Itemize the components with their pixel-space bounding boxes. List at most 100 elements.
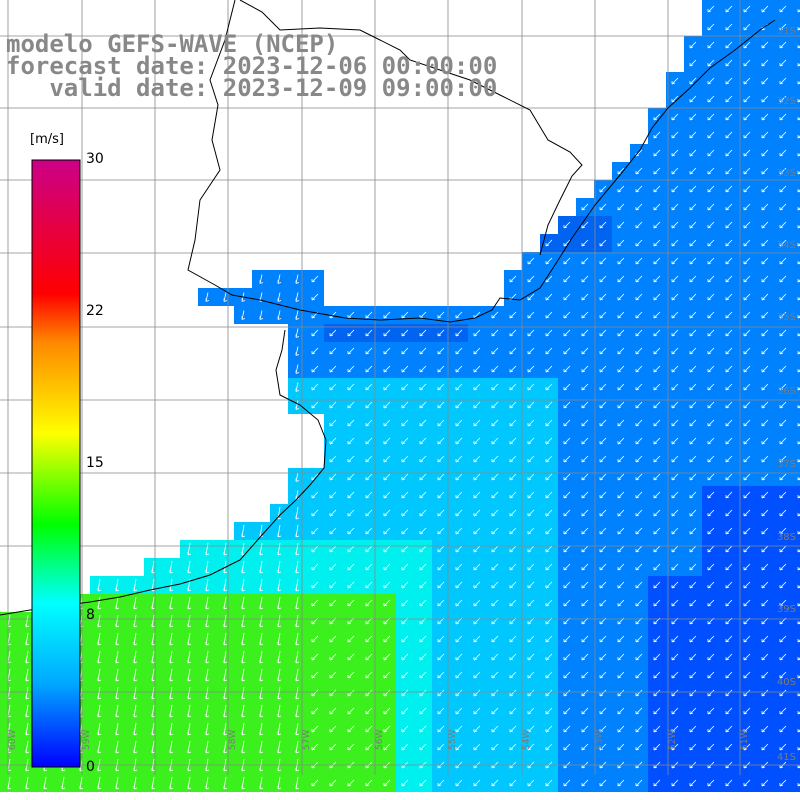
wind-arrow bbox=[491, 635, 499, 643]
wind-arrow bbox=[635, 275, 643, 283]
wind-arrow bbox=[725, 581, 733, 589]
field-cell bbox=[792, 396, 800, 414]
wind-arrow bbox=[151, 704, 156, 718]
wind-arrow bbox=[635, 221, 643, 229]
wind-arrow bbox=[761, 185, 769, 193]
wind-arrow bbox=[635, 437, 643, 445]
wind-arrow bbox=[707, 671, 715, 679]
wind-arrow bbox=[277, 686, 282, 700]
wind-arrow bbox=[79, 776, 84, 790]
wind-arrow bbox=[329, 347, 337, 355]
wind-arrow bbox=[599, 581, 607, 589]
wind-arrow bbox=[599, 455, 607, 463]
wind-arrow bbox=[725, 437, 733, 445]
wind-arrow bbox=[779, 671, 787, 679]
wind-arrow bbox=[241, 776, 246, 790]
wind-arrow bbox=[617, 311, 625, 319]
wind-arrow bbox=[689, 671, 697, 679]
wind-arrow bbox=[151, 632, 156, 646]
wind-arrow bbox=[437, 509, 445, 517]
field-cell bbox=[792, 576, 800, 594]
wind-arrow bbox=[223, 722, 228, 736]
wind-arrow bbox=[329, 599, 337, 607]
wind-arrow bbox=[473, 419, 481, 427]
wind-arrow bbox=[761, 383, 769, 391]
wind-arrow bbox=[455, 437, 463, 445]
wind-arrow bbox=[545, 347, 553, 355]
wind-arrow bbox=[617, 203, 625, 211]
field-cell bbox=[792, 234, 800, 252]
wind-arrow bbox=[187, 650, 192, 664]
wind-arrow bbox=[689, 689, 697, 697]
field-cell bbox=[792, 162, 800, 180]
wind-arrow bbox=[383, 437, 391, 445]
field-cell bbox=[792, 90, 800, 108]
lon-label-52w: 52W bbox=[668, 729, 678, 750]
wind-arrow bbox=[329, 455, 337, 463]
wind-arrow bbox=[779, 131, 787, 139]
wind-arrow bbox=[761, 365, 769, 373]
wind-arrow bbox=[617, 563, 625, 571]
wind-arrow bbox=[581, 311, 589, 319]
wind-arrow bbox=[653, 581, 661, 589]
field-cell bbox=[792, 720, 800, 738]
wind-arrow bbox=[617, 581, 625, 589]
lat-label-31s: 31S bbox=[776, 26, 796, 37]
wind-arrow bbox=[599, 401, 607, 409]
colorbar-tick-30: 30 bbox=[86, 151, 104, 167]
wind-arrow bbox=[455, 383, 463, 391]
wind-arrow bbox=[347, 329, 355, 337]
wind-arrow bbox=[365, 401, 373, 409]
wind-arrow bbox=[635, 347, 643, 355]
wind-arrow bbox=[689, 383, 697, 391]
wind-arrow bbox=[115, 578, 120, 592]
wind-arrow bbox=[347, 347, 355, 355]
wind-arrow bbox=[151, 668, 156, 682]
wind-arrow bbox=[401, 473, 409, 481]
lon-label-55w: 55W bbox=[448, 729, 458, 750]
wind-arrow bbox=[779, 185, 787, 193]
wind-arrow bbox=[635, 509, 643, 517]
wind-arrow bbox=[725, 311, 733, 319]
wind-arrow bbox=[563, 401, 571, 409]
wind-arrow bbox=[401, 635, 409, 643]
wind-arrow bbox=[635, 725, 643, 733]
wind-arrow bbox=[545, 509, 553, 517]
wind-arrow bbox=[133, 596, 138, 610]
wind-arrow bbox=[671, 257, 679, 265]
wind-arrow bbox=[401, 743, 409, 751]
wind-arrow bbox=[419, 455, 427, 463]
wind-arrow bbox=[473, 401, 481, 409]
wind-arrow bbox=[241, 650, 246, 664]
wind-arrow bbox=[743, 383, 751, 391]
wind-arrow bbox=[779, 383, 787, 391]
wind-arrow bbox=[401, 527, 409, 535]
wind-arrow bbox=[311, 671, 319, 679]
wind-arrow bbox=[223, 578, 228, 592]
wind-arrow bbox=[599, 689, 607, 697]
wind-arrow bbox=[599, 653, 607, 661]
wind-arrow bbox=[617, 635, 625, 643]
wind-arrow bbox=[635, 167, 643, 175]
wind-arrow bbox=[743, 59, 751, 67]
wind-arrow bbox=[97, 650, 102, 664]
wind-arrow bbox=[115, 632, 120, 646]
wind-arrow bbox=[455, 329, 463, 337]
wind-arrow bbox=[635, 671, 643, 679]
wind-arrow bbox=[617, 365, 625, 373]
field-cell bbox=[792, 288, 800, 306]
wind-arrow bbox=[437, 419, 445, 427]
wind-arrow bbox=[779, 23, 787, 31]
wind-arrow bbox=[133, 740, 138, 754]
wind-arrow bbox=[581, 329, 589, 337]
wind-arrow bbox=[491, 491, 499, 499]
wind-arrow bbox=[725, 779, 733, 787]
wind-arrow bbox=[545, 545, 553, 553]
wind-arrow bbox=[365, 581, 373, 589]
wind-arrow bbox=[241, 310, 246, 320]
wind-arrow bbox=[779, 59, 787, 67]
wind-arrow bbox=[779, 437, 787, 445]
wind-arrow bbox=[527, 779, 535, 787]
wind-arrow bbox=[383, 419, 391, 427]
wind-arrow bbox=[401, 653, 409, 661]
